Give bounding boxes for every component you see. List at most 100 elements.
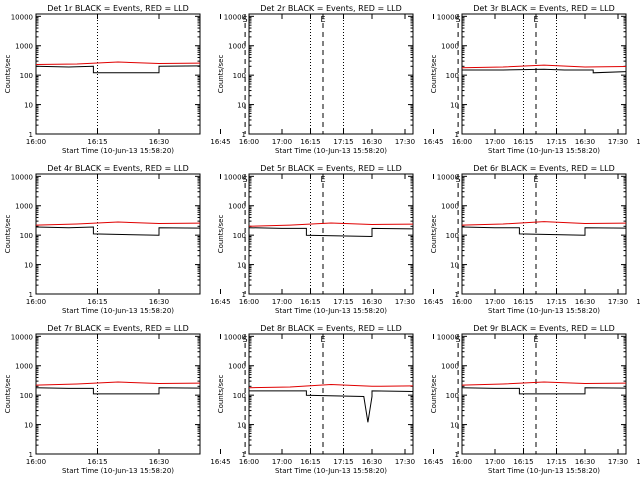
x-axis-label: Start Time (10-Jun-13 15:58:20) xyxy=(62,147,174,155)
y-tick-label: 100 xyxy=(446,232,459,240)
interval-marker: E xyxy=(533,175,538,184)
events-series-line xyxy=(462,68,626,74)
x-tick-label: 16:00 xyxy=(452,458,472,466)
lld-series-line xyxy=(36,381,200,386)
detector-panel: Det 8r BLACK = Events, RED = LLD 1 10 100 10… xyxy=(217,324,628,475)
panel-title: Det 8r BLACK = Events, RED = LLD xyxy=(260,324,402,333)
x-tick-label: 17:30 xyxy=(395,138,415,146)
y-tick-label: 1000 xyxy=(441,363,459,371)
x-axis-label: Start Time (10-Jun-13 15:58:20) xyxy=(488,467,600,475)
y-axis-label: Counts/sec xyxy=(430,215,438,254)
x-tick-label: 16:15 xyxy=(513,458,533,466)
y-tick-label: 10 xyxy=(24,102,33,110)
y-tick-label: 1 xyxy=(29,291,33,299)
panel-title: Det 1r BLACK = Events, RED = LLD xyxy=(47,4,189,13)
x-tick-label: 16:15 xyxy=(300,138,320,146)
y-tick-label: 10000 xyxy=(11,173,33,181)
x-tick-label: 17:30 xyxy=(608,458,628,466)
detector-panel: Det 3r BLACK = Events, RED = LLD 1 10 100 10… xyxy=(430,4,640,155)
x-tick-label: 16:45 xyxy=(210,138,230,146)
detector-panel: Det 4r BLACK = Events, RED = LLD 1 10 100 10… xyxy=(4,164,415,315)
y-tick-label: 1 xyxy=(455,131,459,139)
plot-frame xyxy=(461,13,627,135)
x-axis-label: Start Time (10-Jun-13 15:58:20) xyxy=(488,307,600,315)
y-tick-label: 100 xyxy=(233,72,246,80)
plot-frame xyxy=(248,333,414,455)
y-tick-label: 10000 xyxy=(437,173,459,181)
y-tick-label: 1 xyxy=(29,131,33,139)
x-tick-label: 16:30 xyxy=(575,138,595,146)
y-tick-label: 1000 xyxy=(441,43,459,51)
interval-marker: S xyxy=(456,175,461,184)
x-tick-label: 16:15 xyxy=(87,458,107,466)
events-series-line xyxy=(36,226,200,236)
y-tick-label: 1000 xyxy=(15,43,33,51)
lld-series-line xyxy=(249,222,413,227)
panel-title: Det 7r BLACK = Events, RED = LLD xyxy=(47,324,189,333)
y-tick-label: 10 xyxy=(237,422,246,430)
x-axis-label: Start Time (10-Jun-13 15:58:20) xyxy=(275,307,387,315)
y-tick-label: 1000 xyxy=(441,203,459,211)
x-tick-label: 17:00 xyxy=(485,458,505,466)
y-tick-label: 100 xyxy=(20,232,33,240)
lld-series-line xyxy=(462,221,626,226)
x-tick-label: 17:30 xyxy=(608,298,628,306)
x-axis-label: Start Time (10-Jun-13 15:58:20) xyxy=(62,307,174,315)
lld-series-line xyxy=(36,61,200,65)
y-tick-label: 10 xyxy=(24,422,33,430)
plot-frame xyxy=(35,333,201,455)
y-tick-label: 10 xyxy=(450,422,459,430)
interval-marker: E xyxy=(320,175,325,184)
y-tick-label: 10000 xyxy=(224,173,246,181)
x-tick-label: 16:45 xyxy=(636,458,640,466)
y-tick-label: 1000 xyxy=(228,203,246,211)
x-tick-label: 16:00 xyxy=(26,298,46,306)
y-tick-label: 10000 xyxy=(224,333,246,341)
y-tick-label: 100 xyxy=(20,392,33,400)
x-tick-label: 16:00 xyxy=(239,458,259,466)
x-tick-label: 17:00 xyxy=(272,138,292,146)
x-tick-label: 17:15 xyxy=(546,138,566,146)
y-tick-label: 10000 xyxy=(224,13,246,21)
x-tick-label: 16:45 xyxy=(636,298,640,306)
y-tick-label: 10000 xyxy=(437,333,459,341)
events-series-line xyxy=(36,65,200,74)
plot-frame xyxy=(248,173,414,295)
x-tick-label: 16:15 xyxy=(87,298,107,306)
x-tick-label: 17:15 xyxy=(333,138,353,146)
panel-title: Det 5r BLACK = Events, RED = LLD xyxy=(260,164,402,173)
detector-panel: Det 9r BLACK = Events, RED = LLD 1 10 100 10… xyxy=(430,324,640,475)
x-tick-label: 16:30 xyxy=(575,458,595,466)
y-axis-label: Counts/sec xyxy=(217,215,225,254)
x-tick-label: 16:30 xyxy=(149,298,169,306)
y-axis-label: Counts/sec xyxy=(4,375,12,414)
x-tick-label: 16:15 xyxy=(300,458,320,466)
x-axis-label: Start Time (10-Jun-13 15:58:20) xyxy=(488,147,600,155)
x-tick-label: 17:15 xyxy=(333,458,353,466)
interval-marker: E xyxy=(533,15,538,24)
y-axis-label: Counts/sec xyxy=(217,55,225,94)
plot-frame xyxy=(461,333,627,455)
x-tick-label: 16:30 xyxy=(149,138,169,146)
events-series-line xyxy=(249,227,413,238)
detector-panel: Det 5r BLACK = Events, RED = LLD 1 10 100 10… xyxy=(217,164,628,315)
events-series-line xyxy=(462,387,626,395)
interval-marker: S xyxy=(243,175,248,184)
panel-title: Det 9r BLACK = Events, RED = LLD xyxy=(473,324,615,333)
panel-title: Det 2r BLACK = Events, RED = LLD xyxy=(260,4,402,13)
x-tick-label: 16:00 xyxy=(452,298,472,306)
y-axis-label: Counts/sec xyxy=(430,375,438,414)
x-tick-label: 16:45 xyxy=(423,138,443,146)
plot-frame xyxy=(35,173,201,295)
x-tick-label: 16:15 xyxy=(513,298,533,306)
x-tick-label: 16:30 xyxy=(362,298,382,306)
x-tick-label: 17:30 xyxy=(395,298,415,306)
events-series-line xyxy=(249,390,413,423)
x-tick-label: 16:15 xyxy=(300,298,320,306)
y-tick-label: 10 xyxy=(237,262,246,270)
y-tick-label: 1000 xyxy=(15,203,33,211)
y-tick-label: 100 xyxy=(446,72,459,80)
y-tick-label: 1 xyxy=(455,291,459,299)
x-tick-label: 16:45 xyxy=(210,458,230,466)
